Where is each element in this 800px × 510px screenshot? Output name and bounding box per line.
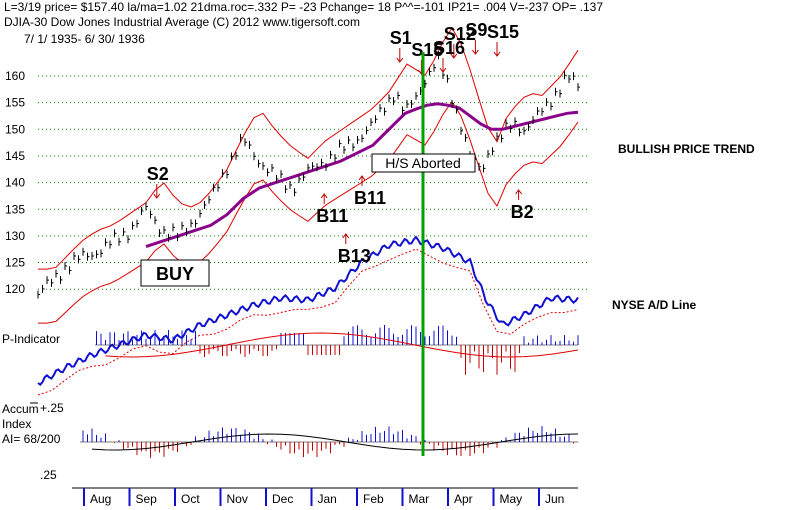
accum-index-label: Index	[2, 417, 31, 431]
price-tick-label: 120	[5, 282, 25, 296]
lower-band	[38, 100, 579, 324]
month-label-nov: Nov	[227, 492, 248, 506]
buy-signal-b11: B11	[354, 188, 386, 208]
ad-ma	[37, 248, 579, 396]
buy-box	[140, 259, 210, 287]
sell-signal-s9: S9	[465, 20, 487, 40]
buy-arrow-head	[358, 175, 366, 181]
buy-signal-b2: B2	[511, 202, 534, 222]
upper-band	[38, 27, 579, 270]
annotations: BULLISH PRICE TREND NYSE A/D Line	[612, 142, 755, 312]
sell-signal-s16: S16	[433, 38, 465, 58]
hs-aborted-box	[371, 153, 476, 173]
buy-box-label: BUY	[156, 264, 194, 284]
grid	[38, 75, 590, 290]
month-label-aug: Aug	[90, 492, 111, 506]
accum-tick-top: +.25	[40, 401, 64, 415]
sell-arrow-head	[471, 49, 479, 55]
hs-aborted-label: H/S Aborted	[385, 155, 461, 171]
ad-line-label: NYSE A/D Line	[612, 298, 697, 312]
price-tick-label: 140	[5, 176, 25, 190]
price-tick-label: 130	[5, 229, 25, 243]
month-label-jun: Jun	[545, 492, 564, 506]
month-label-sep: Sep	[136, 492, 158, 506]
accum-index	[80, 426, 579, 458]
sell-arrow-head	[439, 67, 447, 73]
p-indicator-ma	[105, 332, 579, 358]
header-line-2: DJIA-30 Dow Jones Industrial Average (C)…	[4, 15, 360, 29]
bullish-trend-label: BULLISH PRICE TREND	[618, 142, 755, 156]
month-label-oct: Oct	[181, 492, 200, 506]
price-bands	[38, 27, 579, 324]
annotation-boxes: BUY H/S Aborted	[140, 153, 476, 287]
price-tick-label: 155	[5, 96, 25, 110]
sell-arrow-head	[396, 57, 404, 63]
buy-arrow-head	[342, 233, 350, 239]
sell-arrow-head	[153, 193, 161, 199]
price-tick-label: 125	[5, 256, 25, 270]
sell-signal-s15: S15	[487, 22, 519, 42]
buy-signal-b13: B13	[338, 246, 371, 266]
buy-arrow-head	[320, 193, 328, 199]
price-tick-label: 145	[5, 149, 25, 163]
sell-signal-s12: S12	[444, 24, 476, 44]
month-label-may: May	[500, 492, 523, 506]
ma65-line	[145, 102, 579, 248]
sell-arrow-head	[450, 53, 458, 59]
accum-ma	[91, 433, 579, 451]
price-tick-label: 160	[5, 69, 25, 83]
sell-signal-s2: S2	[147, 164, 169, 184]
price-tick-label: 135	[5, 202, 25, 216]
ma-line	[145, 102, 579, 248]
buy-signal-b11: B11	[316, 206, 348, 226]
price-tick-label: 150	[5, 122, 25, 136]
sell-arrow-head	[493, 51, 501, 57]
p-indicator-label: P-Indicator	[2, 332, 60, 346]
sell-signal-s15: S15	[411, 40, 443, 60]
month-label-mar: Mar	[409, 492, 430, 506]
month-label-apr: Apr	[454, 492, 473, 506]
header-line-1: L=3/19 price= $157.40 la/ma=1.02 21dma.r…	[4, 0, 604, 14]
p-indicator	[95, 325, 579, 375]
price-bars	[37, 51, 580, 299]
month-label-feb: Feb	[363, 492, 384, 506]
month-axis: Aug Sep Oct Nov Dec Jan Feb Mar Apr May Jun	[72, 487, 578, 506]
sell-signal-s1: S1	[390, 28, 412, 48]
price-axis-ticks: 160 155 150 145 140 135 130 125 120	[5, 69, 25, 296]
month-label-dec: Dec	[272, 492, 293, 506]
accum-tick-bottom: .25	[40, 468, 57, 482]
month-label-jan: Jan	[318, 492, 337, 506]
buy-arrow-head	[515, 189, 522, 195]
date-range: 7/ 1/ 1935- 6/ 30/ 1936	[24, 32, 145, 46]
accum-label: Accum	[2, 402, 39, 416]
ai-text: AI= 68/200	[2, 432, 61, 446]
